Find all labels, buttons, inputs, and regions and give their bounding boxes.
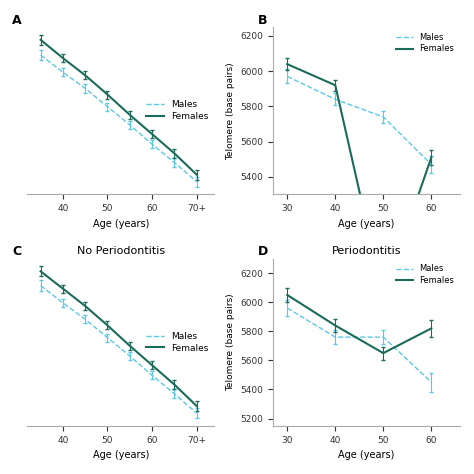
Text: A: A (12, 14, 22, 27)
Y-axis label: Telomere (base pairs): Telomere (base pairs) (226, 62, 235, 160)
Text: C: C (12, 245, 21, 258)
X-axis label: Age (years): Age (years) (93, 219, 149, 228)
X-axis label: Age (years): Age (years) (93, 450, 149, 460)
Legend: Males, Females: Males, Females (144, 330, 210, 355)
X-axis label: Age (years): Age (years) (338, 219, 395, 228)
Legend: Males, Females: Males, Females (394, 263, 456, 287)
X-axis label: Age (years): Age (years) (338, 450, 395, 460)
Text: D: D (258, 245, 268, 258)
Legend: Males, Females: Males, Females (144, 99, 210, 123)
Y-axis label: Telomere (base pairs): Telomere (base pairs) (226, 293, 235, 391)
Title: Periodontitis: Periodontitis (332, 246, 401, 256)
Title: No Periodontitis: No Periodontitis (77, 246, 165, 256)
Legend: Males, Females: Males, Females (394, 31, 456, 55)
Text: B: B (258, 14, 267, 27)
